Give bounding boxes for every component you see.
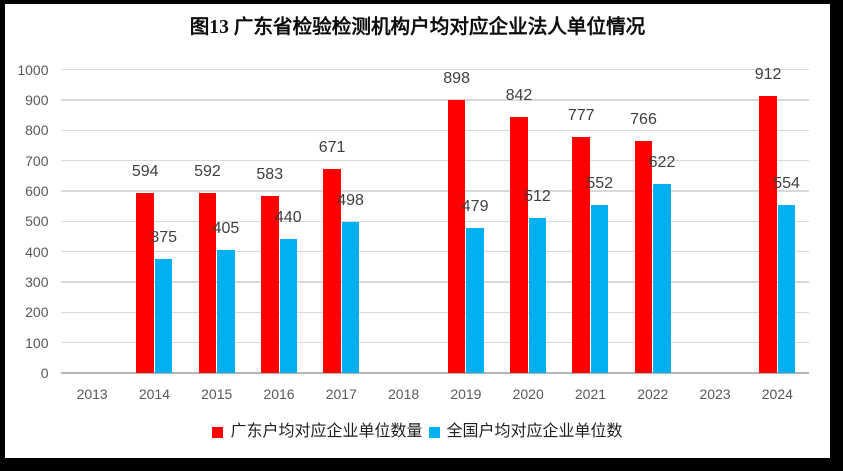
legend-swatch-national — [428, 427, 440, 438]
y-axis-tick-label: 600 — [25, 182, 49, 199]
bar-guangdong-2017 — [323, 169, 341, 373]
bar-national-2014 — [154, 259, 173, 373]
x-axis-tick-label: 2017 — [325, 385, 357, 402]
data-label: 622 — [648, 154, 676, 172]
y-axis-tick-label: 500 — [25, 213, 49, 230]
y-axis-tick-label: 1000 — [17, 61, 49, 78]
gridline — [61, 250, 809, 253]
bar-national-2015 — [217, 250, 235, 373]
data-label: 479 — [461, 197, 489, 215]
gridline — [61, 311, 809, 313]
data-label: 842 — [505, 87, 533, 105]
y-axis-tick-label: 200 — [25, 304, 49, 321]
gridline — [61, 99, 809, 101]
bar-national-2021 — [590, 205, 609, 373]
gridline — [61, 68, 809, 71]
gridline — [61, 190, 809, 192]
legend-swatch-guangdong — [212, 427, 224, 438]
x-axis-tick-label: 2024 — [761, 385, 793, 402]
bar-guangdong-2016 — [261, 196, 279, 373]
bar-national-2019 — [466, 227, 484, 373]
x-axis-line — [61, 372, 809, 374]
bar-guangdong-2019 — [447, 100, 466, 373]
gridline — [61, 281, 809, 283]
data-label: 583 — [256, 166, 284, 184]
y-axis-tick-label: 0 — [40, 365, 49, 381]
data-label: 512 — [524, 187, 551, 205]
bar-guangdong-2015 — [198, 193, 217, 373]
data-label: 766 — [630, 110, 657, 128]
legend-label-national: 全国户均对应企业单位数 — [446, 422, 623, 440]
data-label: 777 — [567, 107, 595, 125]
legend-label-guangdong: 广东户均对应企业单位数量 — [230, 422, 423, 440]
x-axis-tick-label: 2016 — [263, 385, 295, 402]
x-axis-tick-label: 2019 — [450, 385, 482, 402]
x-axis-tick-label: 2022 — [637, 385, 669, 402]
x-axis-tick-label: 2021 — [574, 385, 607, 402]
gridline — [61, 159, 809, 162]
bar-national-2017 — [341, 221, 360, 373]
data-label: 375 — [150, 229, 178, 247]
gridline — [61, 341, 809, 344]
x-axis-tick-label: 2023 — [699, 385, 731, 402]
y-axis-tick-label: 800 — [25, 122, 49, 139]
data-label: 498 — [337, 191, 364, 209]
y-axis-tick-label: 100 — [25, 334, 49, 351]
x-axis-tick-label: 2020 — [512, 385, 544, 402]
bar-national-2016 — [279, 239, 298, 373]
bar-guangdong-2020 — [510, 117, 528, 373]
data-label: 405 — [212, 220, 240, 238]
data-label: 440 — [274, 209, 302, 227]
y-axis-tick-label: 300 — [25, 273, 49, 290]
bar-guangdong-2021 — [572, 137, 590, 373]
data-label: 592 — [194, 163, 221, 181]
x-axis-tick-label: 2013 — [76, 385, 108, 402]
bar-national-2022 — [653, 184, 671, 373]
gridline — [61, 220, 809, 222]
data-label: 554 — [773, 174, 800, 192]
y-axis-tick-label: 400 — [25, 243, 49, 260]
legend: 广东户均对应企业单位数量 全国户均对应企业单位数 — [5, 422, 830, 442]
y-axis-tick-label: 700 — [25, 152, 49, 169]
bar-guangdong-2014 — [136, 192, 154, 373]
bar-guangdong-2024 — [759, 96, 777, 373]
chart-title: 图13 广东省检验检测机构户均对应企业法人单位情况 — [189, 17, 646, 38]
gridline — [61, 129, 809, 131]
data-label: 552 — [586, 175, 614, 193]
bar-national-2024 — [777, 204, 796, 373]
data-label: 671 — [318, 139, 346, 157]
bar-guangdong-2022 — [634, 140, 653, 373]
y-axis-tick-label: 900 — [25, 91, 49, 108]
x-axis-tick-label: 2015 — [201, 385, 233, 402]
data-label: 594 — [131, 162, 159, 180]
data-label: 898 — [443, 70, 470, 88]
bar-national-2020 — [528, 217, 547, 373]
data-label: 912 — [754, 66, 782, 84]
x-axis-tick-label: 2014 — [138, 385, 170, 402]
x-axis-tick-label: 2018 — [388, 385, 420, 402]
